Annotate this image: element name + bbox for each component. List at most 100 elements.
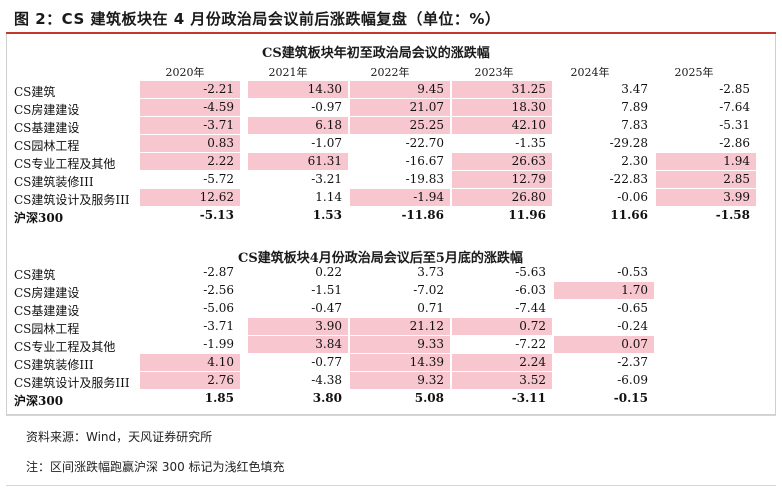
table-cell: 2.24: [452, 354, 552, 371]
table-cell: -7.44: [515, 301, 546, 315]
table-cell: 3.73: [417, 265, 444, 279]
table2-title: CS建筑板块4月份政治局会议后至5月底的涨跌幅: [238, 251, 523, 266]
table-cell: -2.86: [719, 136, 750, 150]
table-cell: -1.51: [311, 283, 342, 297]
table-cell: 2.85: [656, 171, 756, 188]
row-label: CS房建建设: [14, 286, 80, 300]
table-cell: 3.52: [452, 372, 552, 389]
table1-title: CS建筑板块年初至政治局会议的涨跌幅: [262, 46, 490, 61]
row-label: CS园林工程: [14, 322, 80, 336]
table-cell: 5.08: [414, 391, 444, 405]
table-cell: -5.31: [719, 118, 750, 132]
table-cell: 1.53: [312, 208, 342, 222]
row-label: CS建筑装修III: [14, 175, 94, 189]
footer-divider: [6, 415, 776, 416]
row-label: CS建筑: [14, 85, 56, 99]
table-cell: -0.65: [617, 301, 648, 315]
table-cell: -0.53: [617, 265, 648, 279]
table-cell: 14.30: [248, 81, 348, 98]
row-label: CS建筑设计及服务III: [14, 376, 130, 390]
table-cell: 0.83: [140, 135, 240, 152]
table-cell: 1.85: [204, 391, 234, 405]
table-cell: -5.06: [203, 301, 234, 315]
table-row: CS建筑 -2.21 14.30 9.45 31.25 3.47 -2.85: [14, 81, 774, 99]
source-text: 资料来源：Wind，天风证券研究所: [26, 430, 213, 444]
table-cell: -1.35: [515, 136, 546, 150]
table-cell: 0.72: [452, 318, 552, 335]
page-title: 图 2：CS 建筑板块在 4 月份政治局会议前后涨跌幅复盘（单位：%）: [14, 10, 501, 28]
table-cell: -4.59: [140, 99, 240, 116]
table-cell: -1.99: [203, 337, 234, 351]
table-cell: 21.07: [350, 99, 450, 116]
table-cell: -3.21: [311, 172, 342, 186]
table-row: CS基建建设 -3.71 6.18 25.25 42.10 7.83 -5.31: [14, 117, 774, 135]
table-cell: 14.39: [350, 354, 450, 371]
table-cell: 26.80: [452, 189, 552, 206]
table-cell: 0.22: [315, 265, 342, 279]
table-cell: 3.90: [248, 318, 348, 335]
table-cell: 7.83: [621, 118, 648, 132]
table-cell: 9.33: [350, 336, 450, 353]
table-cell: 0.71: [417, 301, 444, 315]
table-cell: -29.28: [609, 136, 648, 150]
table-cell: -22.83: [609, 172, 648, 186]
table-cell: 61.31: [248, 153, 348, 170]
row-label: 沪深300: [14, 394, 64, 408]
row-label: CS建筑装修III: [14, 358, 94, 372]
table-row: 沪深300 1.85 3.80 5.08 -3.11 -0.15: [14, 390, 774, 408]
table-cell: -5.63: [515, 265, 546, 279]
table-cell: -11.86: [401, 208, 444, 222]
table-cell: 2.30: [621, 154, 648, 168]
table-cell: -5.72: [203, 172, 234, 186]
table-cell: 1.94: [656, 153, 756, 170]
table-cell: -1.07: [311, 136, 342, 150]
table-cell: 42.10: [452, 117, 552, 134]
table-cell: -2.56: [203, 283, 234, 297]
table-cell: -2.37: [617, 355, 648, 369]
table-row: CS建筑 -2.87 0.22 3.73 -5.63 -0.53: [14, 264, 774, 282]
table-cell: -6.03: [515, 283, 546, 297]
table-row: 沪深300 -5.13 1.53 -11.86 11.96 11.66 -1.58: [14, 207, 774, 225]
table-frame: [6, 34, 776, 415]
table-cell: 1.14: [315, 190, 342, 204]
table-cell: -0.15: [613, 391, 648, 405]
row-label: CS专业工程及其他: [14, 340, 116, 354]
table-row: CS专业工程及其他 -1.99 3.84 9.33 -7.22 0.07: [14, 336, 774, 354]
table-cell: -5.13: [199, 208, 234, 222]
table-cell: 18.30: [452, 99, 552, 116]
table-cell: -22.70: [405, 136, 444, 150]
table-cell: 3.84: [248, 336, 348, 353]
table-cell: -3.71: [140, 117, 240, 134]
table-cell: 9.32: [350, 372, 450, 389]
table-cell: 7.89: [621, 100, 648, 114]
table-cell: 11.96: [508, 208, 546, 222]
table-cell: -0.06: [617, 190, 648, 204]
table-row: CS房建建设 -4.59 -0.97 21.07 18.30 7.89 -7.64: [14, 99, 774, 117]
table-cell: 6.18: [248, 117, 348, 134]
row-label: 沪深300: [14, 211, 64, 225]
table-cell: -4.38: [311, 373, 342, 387]
year-header-2: 2022年: [370, 66, 410, 79]
table-row: CS专业工程及其他 2.22 61.31 -16.67 26.63 2.30 1.94: [14, 153, 774, 171]
table-row: CS基建建设 -5.06 -0.47 0.71 -7.44 -0.65: [14, 300, 774, 318]
note-text: 注：区间涨跌幅跑赢沪深 300 标记为浅红色填充: [26, 460, 285, 474]
table-cell: -3.71: [203, 319, 234, 333]
table-cell: -1.94: [350, 189, 450, 206]
row-label: CS专业工程及其他: [14, 157, 116, 171]
bottom-rule: [6, 485, 776, 486]
table-cell: 0.07: [554, 336, 654, 353]
table-cell: -2.85: [719, 82, 750, 96]
table-cell: -2.87: [203, 265, 234, 279]
row-label: CS园林工程: [14, 139, 80, 153]
year-header-4: 2024年: [570, 66, 610, 79]
row-label: CS基建建设: [14, 304, 80, 318]
table-cell: -2.21: [140, 81, 240, 98]
table-cell: -6.09: [617, 373, 648, 387]
table-cell: -0.24: [617, 319, 648, 333]
table-cell: 3.99: [656, 189, 756, 206]
year-header-0: 2020年: [165, 66, 205, 79]
row-label: CS建筑: [14, 268, 56, 282]
table-cell: -16.67: [405, 154, 444, 168]
table-cell: 31.25: [452, 81, 552, 98]
year-header-3: 2023年: [474, 66, 514, 79]
